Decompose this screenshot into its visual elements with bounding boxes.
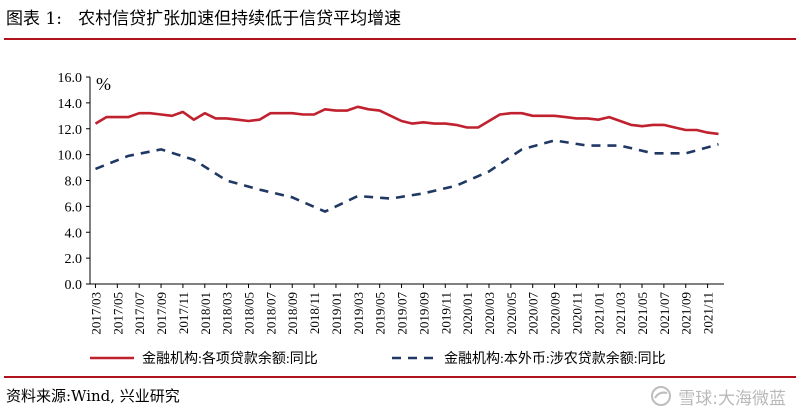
x-tick-label: 2019/07: [395, 292, 410, 335]
x-tick-label: 2017/05: [110, 292, 125, 335]
y-axis: 0.0 2.0 4.0 6.0 8.0 10.0 12.0 14.0 16.0: [58, 71, 91, 293]
y-tick-label: 2.0: [65, 252, 83, 267]
x-tick-label: 2020/09: [548, 292, 563, 335]
x-tick-label: 2018/05: [242, 292, 257, 335]
x-tick-label: 2020/01: [460, 292, 475, 335]
x-tick-label: 2020/07: [526, 292, 541, 335]
x-tick-label: 2020/11: [569, 292, 584, 334]
x-tick-label: 2019/11: [438, 292, 453, 334]
y-tick-label: 4.0: [65, 226, 83, 241]
line-chart: 0.02.04.06.08.010.012.014.016.0 2017/03 2…: [58, 71, 724, 367]
x-tick-label: 2019/01: [329, 292, 344, 335]
source-note: 资料来源:Wind, 兴业研究: [6, 387, 180, 405]
x-tick-label: 2019/05: [373, 292, 388, 335]
series-line-1: [94, 105, 719, 136]
x-tick-label: 2020/03: [482, 292, 497, 335]
x-tick-label: 2018/07: [263, 292, 278, 335]
y-tick-label: 6.0: [65, 200, 83, 215]
x-tick-label: 2018/11: [307, 292, 322, 334]
y-tick-label: 14.0: [58, 97, 83, 112]
y-axis-unit-label: %: [96, 74, 111, 94]
series-layer: [94, 105, 719, 213]
x-tick-label: 2021/09: [679, 292, 694, 335]
legend-label-2: 金融机构:本外币:涉农贷款余额:同比: [444, 350, 666, 367]
x-tick-label: 2019/03: [351, 292, 366, 335]
x-tick-label: 2017/09: [154, 292, 169, 335]
x-tick-label: 2021/11: [701, 292, 716, 334]
y-tick-label: 0.0: [65, 278, 83, 293]
x-tick-label: 2018/03: [220, 292, 235, 335]
source-divider: [4, 376, 796, 378]
x-tick-label: 2018/09: [285, 292, 300, 335]
x-tick-label: 2017/07: [132, 292, 147, 335]
figure-title: 图表 1: 农村信贷扩张加速但持续低于信贷平均增速: [6, 9, 402, 29]
y-tick-label: 8.0: [65, 175, 83, 190]
x-tick-label: 2021/05: [635, 292, 650, 335]
watermark: 雪球:大海微蓝: [650, 381, 786, 411]
x-tick-label: 2021/03: [613, 292, 628, 335]
y-tick-label: 10.0: [58, 149, 83, 164]
x-tick-label: 2018/01: [198, 292, 213, 335]
watermark-text: 雪球:大海微蓝: [678, 388, 786, 409]
snowball-logo-icon: [651, 386, 672, 406]
x-tick-label: 2020/05: [504, 292, 519, 335]
x-axis: 2017/03 2017/05 2017/07 2017/09 2017/11 2018/…: [88, 283, 724, 335]
legend: 金融机构:各项贷款余额:同比 金融机构:本外币:涉农贷款余额:同比: [90, 350, 666, 367]
y-tick-label: 12.0: [58, 123, 83, 138]
x-tick-label: 2019/09: [416, 292, 431, 335]
title-divider: [4, 38, 796, 40]
x-tick-label: 2017/03: [88, 292, 103, 335]
legend-label-1: 金融机构:各项贷款余额:同比: [142, 350, 318, 367]
y-tick-label: 16.0: [58, 71, 83, 86]
x-tick-label: 2021/07: [657, 292, 672, 335]
x-tick-label: 2021/01: [591, 292, 606, 335]
x-tick-label: 2017/11: [176, 292, 191, 334]
series-line-2: [95, 139, 719, 213]
